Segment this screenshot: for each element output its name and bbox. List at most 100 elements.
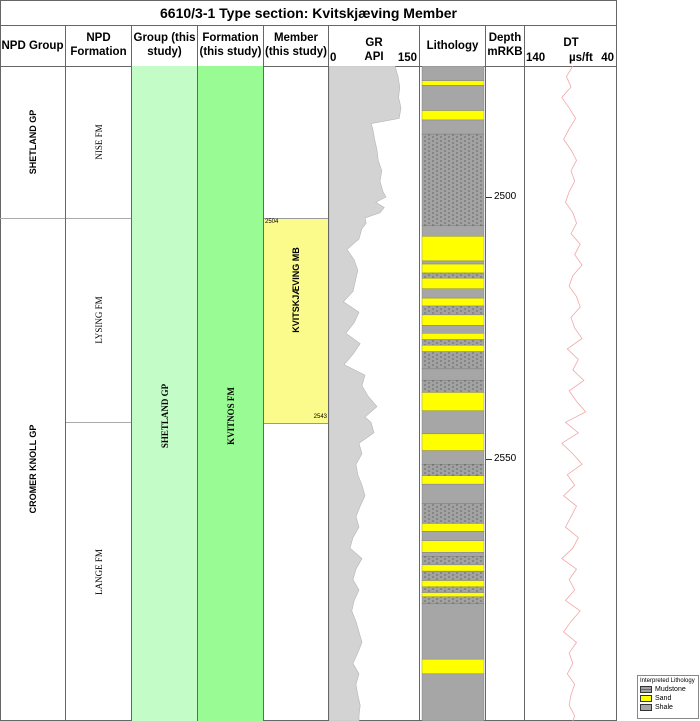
lithology-bed-shale [421,225,485,237]
lithology-bed-sand [421,314,485,326]
lithology-bed-shale [421,603,485,660]
legend-label: Sand [655,695,672,702]
lithology-bed-sand [421,433,485,451]
lithology-bed-sand [421,333,485,340]
dt-curve [561,66,587,721]
lithology-bed-mudstone [421,339,485,346]
lithology-bed-mudstone [421,570,485,581]
header-lithology: Lithology [420,26,486,66]
header-dt-unit: µs/ft [569,52,593,64]
lithology-bed-shale [421,66,485,81]
lithology-bed-sand [421,592,485,598]
header-group: Group (this study) [132,26,198,66]
depth-tick-label: 2550 [494,453,517,464]
chart-title: 6610/3-1 Type section: Kvitskjæving Memb… [0,0,617,26]
header-divider [0,66,617,67]
legend-swatch [640,686,652,693]
lithology-bed-sand [421,392,485,411]
lithology-bed-sand [421,236,485,262]
header-npd-group-label: NPD Group [1,40,64,52]
depth-tick [486,197,492,198]
npd-group-label: CROMER KNOLL GP [28,425,38,514]
lithology-bed-sand [421,580,485,588]
dt-curve-plot [561,66,587,721]
lithology-bed-mudstone [421,586,485,593]
npd-group-label: SHETLAND GP [28,109,38,175]
legend-title: Interpreted Lithology [640,678,695,684]
lithology-bed-sand [421,278,485,289]
lithology-bed-mudstone [421,503,485,524]
lithology-bed-mudstone [421,305,485,316]
npd-group-boundary [0,217,65,219]
lithology-bed-mudstone [421,596,485,604]
legend-label: Mudstone [655,686,686,693]
study-group-label: SHETLAND GP [160,383,170,449]
header-member: Member (this study) [264,26,329,66]
lithology-bed-mudstone [421,464,485,476]
lithology-bed-shale [421,410,485,435]
member-box [264,217,328,425]
lithology-bed-sand [421,110,485,121]
lithology-bed-mudstone [421,351,485,370]
gr-curve-plot [329,66,402,721]
header-member-label: Member (this study) [265,32,327,58]
lithology-bed-mudstone [421,380,485,393]
member-column: KVITSKJÆVING MB 2504 2543 [264,66,329,721]
legend-item-sand: Sand [640,694,696,703]
lithology-bed-sand [421,540,485,553]
lithology-bed-sand [421,658,485,675]
npd-group-column: SHETLAND GP CROMER KNOLL GP [0,66,66,721]
dt-column [525,66,617,721]
gr-column [329,66,420,721]
header-npd-formation: NPD Formation [66,26,132,66]
lithology-bed-sand [421,297,485,307]
npd-formation-label: NISE FM [94,124,104,160]
lithology-bed-sand [421,345,485,352]
legend-item-mudstone: Mudstone [640,685,696,694]
member-top-depth: 2504 [265,218,279,225]
header-gr-max: 150 [397,52,417,64]
lithology-bed-mudstone [421,556,485,566]
lithology-legend: Interpreted Lithology Mudstone Sand Shale [637,675,699,719]
lithology-bed-sand [421,263,485,274]
legend-swatch [640,695,652,702]
lithology-bed-sand [421,475,485,485]
npd-formation-label: LANGE FM [94,548,104,595]
header-group-label: Group (this study) [133,32,196,58]
header-gr: GR API 0 150 [329,26,420,66]
header-dt-name: DT [563,37,579,49]
study-formation-label: KVITNOS FM [226,387,236,445]
member-base-depth: 2543 [313,414,327,421]
lithology-bed-sand [421,523,485,532]
header-depth-unit: mRKB [487,46,523,58]
header-npd-formation-label: NPD Formation [70,32,127,58]
depth-tick-label: 2500 [494,191,517,202]
npd-formation-label: LYSING FM [94,296,104,344]
depth-tick [486,459,492,460]
header-gr-unit: API [364,51,384,63]
header-dt: DT 140 µs/ft 40 [525,26,617,66]
study-group-column: SHETLAND GP [132,66,198,721]
header-gr-min: 0 [330,52,337,64]
header-lithology-label: Lithology [426,40,479,52]
lithology-bed-shale [421,288,485,299]
lithology-bed-sand [421,80,485,86]
legend-items: Mudstone Sand Shale [640,685,696,712]
header-gr-name: GR [365,37,383,49]
lithology-bed-shale [421,673,485,721]
lithology-bed-mudstone [421,133,485,227]
npd-formation-column: NISE FM LYSING FM LANGE FM [66,66,132,721]
lithology-bed-sand [421,564,485,572]
member-label: KVITSKJÆVING MB [291,247,301,333]
header-depth: Depth mRKB [486,26,525,66]
lithology-bed-shale [421,119,485,135]
lithology-bed-shale [421,552,485,557]
header-depth-name: Depth [488,32,522,44]
lithology-column [420,66,486,721]
header-dt-min: 140 [526,52,546,64]
lithology-bed-mudstone [421,272,485,279]
npd-formation-boundary [66,422,131,424]
lithology-bed-shale [421,531,485,541]
lithology-bed-shale [421,450,485,465]
header-formation-label: Formation (this study) [199,32,262,58]
